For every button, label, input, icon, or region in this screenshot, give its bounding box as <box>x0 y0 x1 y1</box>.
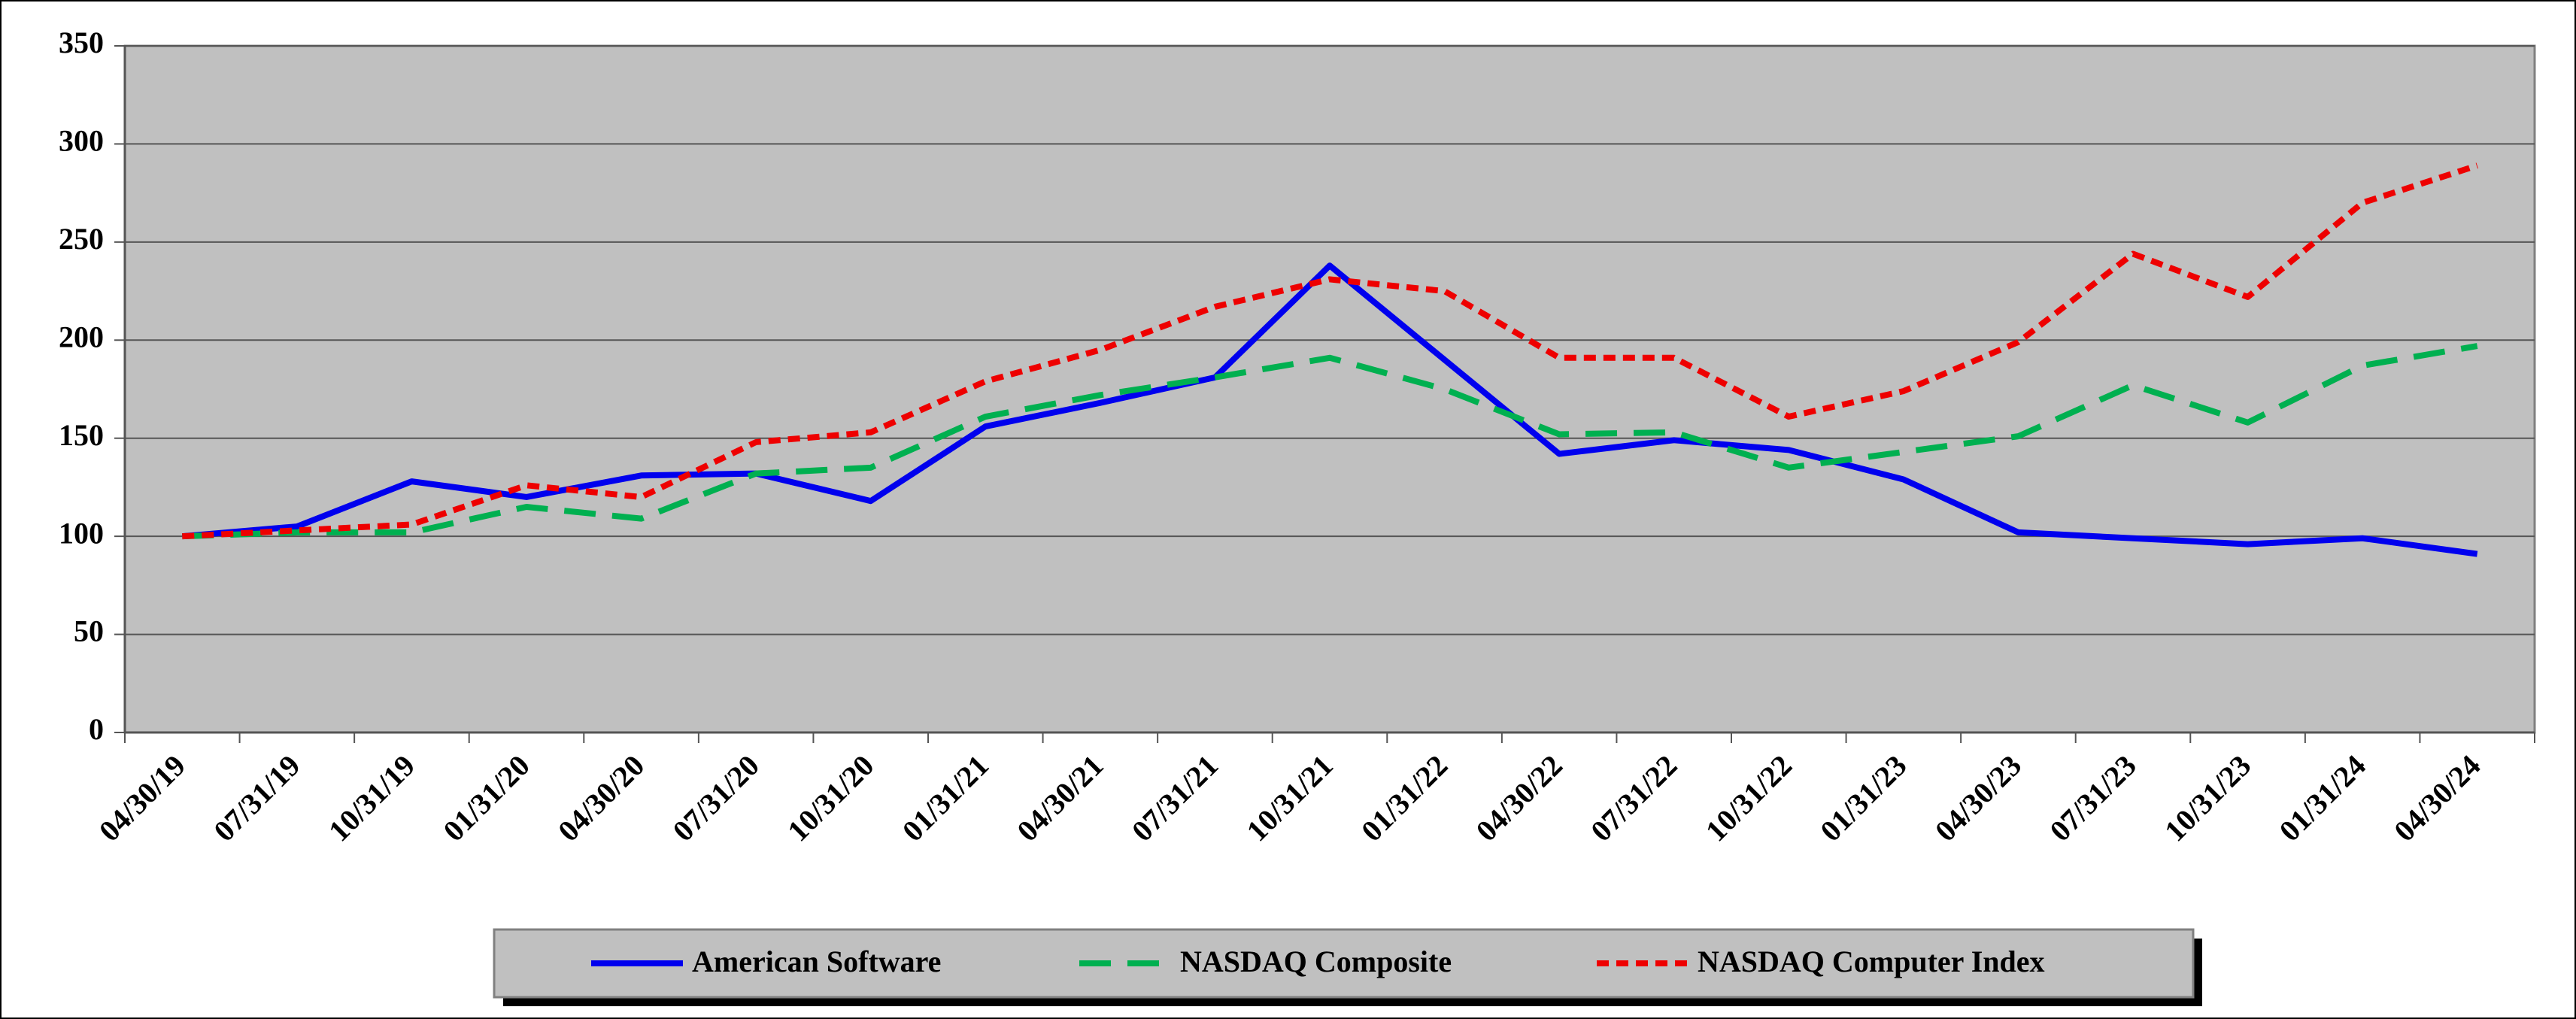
plot-area <box>123 44 2536 734</box>
legend-label: NASDAQ Computer Index <box>1698 945 2045 978</box>
legend <box>493 928 2195 999</box>
series-line <box>182 162 2478 540</box>
y-tick-label: 300 <box>59 124 104 158</box>
y-tick-label: 100 <box>59 516 104 550</box>
y-tick-label: 250 <box>59 222 104 256</box>
legend-label: NASDAQ Composite <box>1180 945 1452 978</box>
y-tick-label: 200 <box>59 320 104 353</box>
y-tick-label: 0 <box>89 712 104 746</box>
series-line <box>181 262 2478 557</box>
y-tick-label: 150 <box>59 418 104 452</box>
series-line <box>182 343 2478 540</box>
y-tick-label: 50 <box>74 614 104 648</box>
y-tick-label: 350 <box>59 26 104 59</box>
legend-label: American Software <box>692 945 941 978</box>
